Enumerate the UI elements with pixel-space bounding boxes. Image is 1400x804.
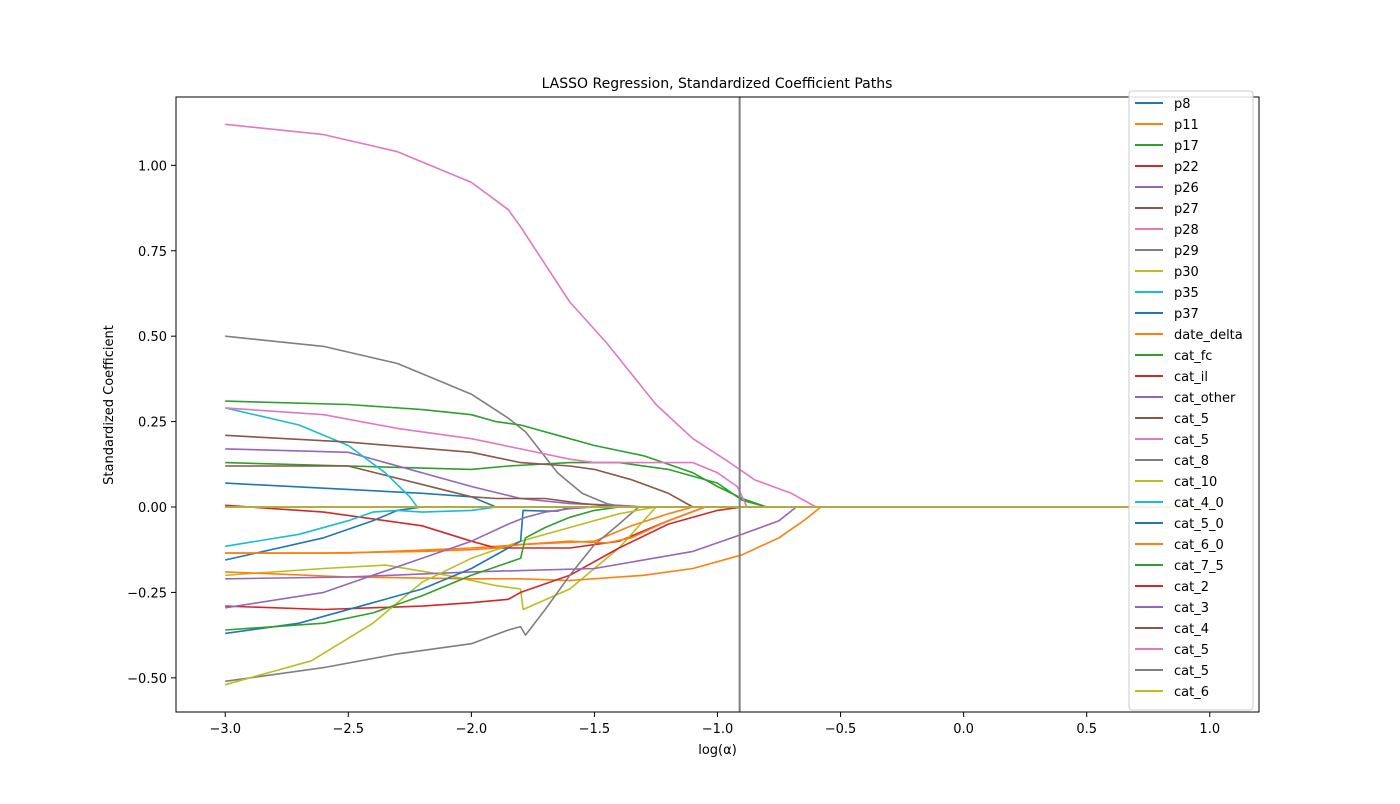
legend: p8 p11 p17 p22 p26 p27 p28 p29 p30 p35 p37 date_del… [1128,90,1254,711]
legend-label: cat_5_0 [1174,517,1224,532]
y-tick-label: 0.50 [138,330,167,345]
y-tick-label: −0.50 [127,672,167,687]
series-line-cat-6-0 [225,506,1210,554]
series-line-cat-il [225,506,1210,611]
legend-label: cat_il [1174,370,1208,385]
series-line-cat-8 [225,506,1210,683]
x-tick-label: −2.5 [333,722,365,737]
legend-label: p28 [1174,223,1199,238]
series-line-cat-fc [225,400,1210,508]
axes-frame [175,96,1260,713]
legend-label: p27 [1174,202,1199,217]
y-tick-label: 0.75 [138,245,167,260]
legend-label: p35 [1174,286,1199,301]
legend-label: cat_4_0 [1174,496,1224,511]
x-tick-label: −3.0 [209,722,241,737]
x-tick-label: 0.0 [953,722,974,737]
legend-label: p17 [1174,139,1199,154]
legend-label: cat_fc [1174,349,1212,364]
legend-label: cat_2 [1174,580,1209,595]
series-line-p17 [225,461,1210,508]
series-line-p28 [225,123,1210,508]
y-tick-label: −0.25 [127,586,167,601]
legend-label: p22 [1174,160,1199,175]
legend-label: cat_6 [1174,685,1209,700]
legend-label: cat_5 [1174,643,1209,658]
legend-label: cat_3 [1174,601,1209,616]
legend-label: cat_10 [1174,475,1217,490]
series-line-p30 [225,506,1210,611]
x-tick-label: −2.0 [456,722,488,737]
legend-label: p11 [1174,118,1199,133]
y-axis-label: Standardized Coefficient [102,325,117,485]
x-tick-label: −0.5 [825,722,857,737]
x-tick-label: 1.0 [1199,722,1220,737]
legend-frame [1128,90,1254,711]
series-line-cat-5 [225,434,1210,508]
series-line-cat-10 [224,506,1210,686]
series-line-cat-3 [225,506,1210,609]
legend-label: cat_5 [1174,433,1209,448]
legend-label: p26 [1174,181,1199,196]
series-line-p35 [225,407,1210,508]
legend-label: cat_6_0 [1174,538,1224,553]
legend-label: p37 [1174,307,1199,322]
axes-group: −3.0 −2.5 −2.0 −1.5 −1.0 −0.5 0.0 0.5 1.0 −0.50 −0… [127,159,1220,758]
legend-label: cat_other [1174,391,1236,406]
series-group [224,123,1210,686]
x-tick-label: 0.5 [1076,722,1097,737]
y-tick-label: 0.25 [138,416,167,431]
legend-label: date_delta [1174,328,1243,343]
series-line-cat-other [225,506,1210,580]
legend-label: cat_4 [1174,622,1209,637]
series-line-cat-7-5 [225,506,1210,631]
y-tick-label: 1.00 [138,159,167,174]
legend-label: cat_8 [1174,454,1209,469]
x-tick-label: −1.5 [579,722,611,737]
chart-title: LASSO Regression, Standardized Coefficie… [542,76,893,92]
legend-label: cat_7_5 [1174,559,1224,574]
legend-label: cat_5 [1174,664,1209,679]
legend-label: cat_5 [1174,412,1209,427]
series-line-cat-4-0 [225,506,1210,548]
legend-label: p30 [1174,265,1199,280]
series-line-p11 [225,506,1210,554]
axes-frame-group [175,96,1260,713]
series-line-p26 [225,448,1210,508]
series-line-date-delta [225,506,1210,582]
x-tick-label: −1.0 [702,722,734,737]
series-line-p29 [225,335,1210,508]
series-line-cat-5 [225,407,1210,508]
series-line-cat-5-0 [225,506,1210,635]
legend-label: p8 [1174,97,1191,112]
legend-label: p29 [1174,244,1199,259]
x-axis-label: log(α) [698,743,737,758]
y-tick-label: 0.00 [138,501,167,516]
